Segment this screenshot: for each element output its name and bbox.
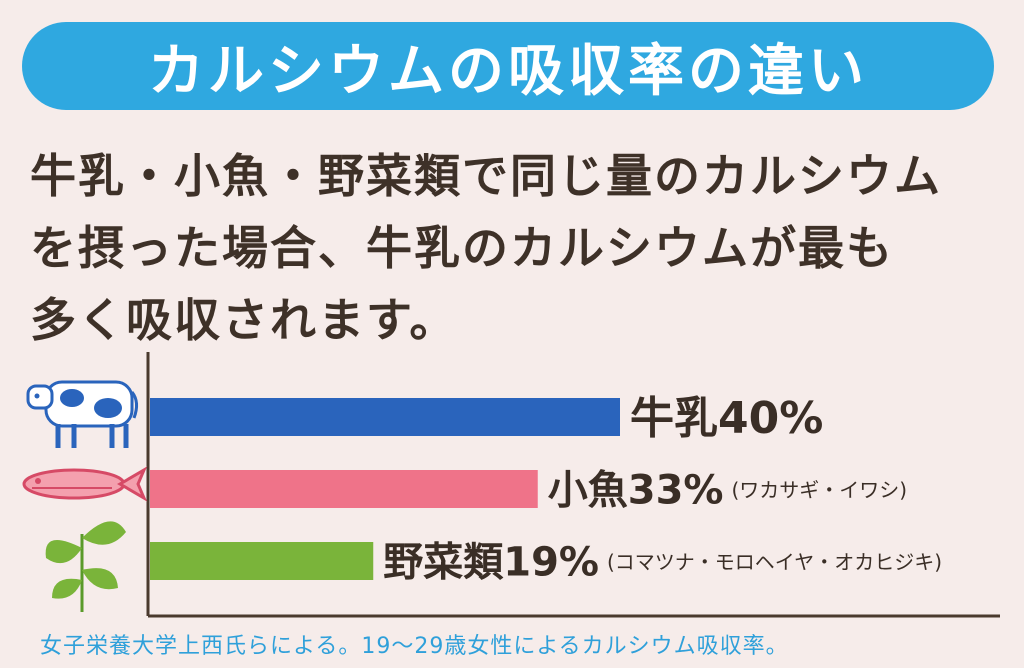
absorption-chart: 牛乳40% 小魚33% (ワカサギ・イワシ) 野菜類19% (コマツナ・モロヘイヤ・オカ…: [22, 352, 1000, 618]
footnote: 女子栄養大学上西氏らによる。19〜29歳女性によるカルシウム吸収率。: [40, 634, 789, 659]
description-line: 牛乳・小魚・野菜類で同じ量のカルシウム: [30, 149, 942, 203]
bar-note: (コマツナ・モロヘイヤ・オカヒジキ): [607, 550, 942, 574]
bar-label: 野菜類19%: [383, 539, 599, 585]
bar-note: (ワカサギ・イワシ): [732, 478, 908, 502]
description-line: を摂った場合、牛乳のカルシウムが最も: [30, 221, 894, 275]
title-banner: カルシウムの吸収率の違い: [22, 22, 994, 110]
fish-icon: [22, 466, 148, 502]
bar-label: 小魚33%: [548, 467, 724, 513]
description: 牛乳・小魚・野菜類で同じ量のカルシウム を摂った場合、牛乳のカルシウムが最も 多…: [30, 140, 1010, 356]
bar-fish: [150, 470, 538, 508]
leaf-icon: [45, 521, 126, 612]
description-line: 多く吸収されます。: [30, 293, 458, 347]
bar-vegetables: [150, 542, 374, 580]
page-title: カルシウムの吸収率の違い: [148, 38, 868, 104]
bar-label: 牛乳40%: [630, 393, 823, 444]
bar-milk: [150, 398, 620, 436]
cow-icon: [26, 380, 139, 448]
